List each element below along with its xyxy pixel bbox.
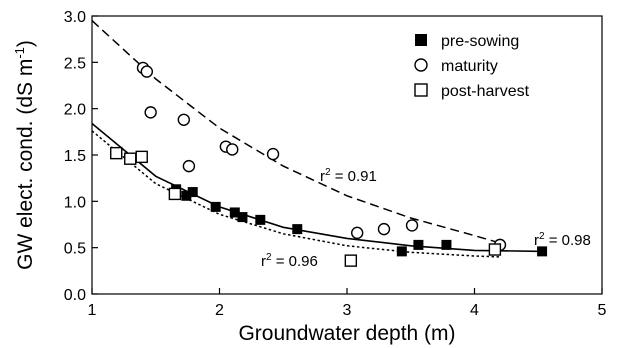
r2-annotations: r2 = 0.91 r2 = 0.96 r2 = 0.98 [261, 167, 591, 270]
data-point-maturity [405, 219, 419, 232]
data-point-pre-sowing [181, 190, 192, 201]
data-point-pre-sowing [441, 239, 452, 250]
data-point-maturity [140, 65, 154, 78]
legend-marker-post-harvest [414, 83, 428, 97]
fit-line-pre-sowing [91, 122, 545, 253]
data-point-maturity [177, 113, 191, 126]
data-point-pre-sowing [187, 187, 198, 198]
y-tick-label: 2.5 [64, 55, 86, 72]
y-tick-label: 0.0 [64, 287, 86, 304]
y-tick-label: 1.5 [64, 148, 86, 165]
fit-line-post-harvest [91, 130, 501, 258]
plot-area [91, 15, 603, 295]
data-point-pre-sowing [413, 239, 424, 250]
y-tick-label: 2.0 [64, 102, 86, 119]
legend-marker-pre-sowing [415, 34, 427, 46]
data-point-maturity [351, 226, 364, 240]
data-point-pre-sowing [292, 224, 303, 235]
x-tick-label: 1 [88, 302, 97, 319]
data-point-post-harvest [344, 254, 358, 267]
legend: pre-sowing maturity post-harvest [414, 33, 530, 100]
data-point-maturity [377, 222, 391, 236]
y-tick-label: 0.5 [64, 241, 86, 258]
data-point-maturity [144, 106, 157, 119]
x-tick-label: 3 [343, 302, 352, 319]
data-point-pre-sowing [255, 214, 266, 225]
data-point-post-harvest [488, 243, 502, 256]
data-points [110, 61, 548, 267]
data-point-post-harvest [110, 146, 123, 160]
r2-annotation-pre-sowing: r2 = 0.98 [534, 231, 591, 249]
y-tick-label: 3.0 [64, 9, 86, 26]
x-tick-label: 4 [470, 302, 479, 319]
legend-label-maturity: maturity [441, 58, 498, 75]
data-point-maturity [266, 147, 280, 161]
axis-ticks: 1 2 3 4 5 0.0 0.5 1.0 1.5 2.0 2.5 3.0 [64, 9, 607, 319]
data-point-pre-sowing [537, 246, 548, 257]
data-point-post-harvest [135, 150, 148, 164]
data-point-pre-sowing [237, 212, 248, 223]
data-point-post-harvest [124, 152, 137, 165]
x-axis-label: Groundwater depth (m) [238, 322, 455, 345]
data-point-maturity [182, 159, 196, 173]
r2-annotation-post-harvest: r2 = 0.96 [261, 252, 318, 270]
data-point-pre-sowing [396, 246, 407, 257]
fit-line-maturity [91, 20, 501, 244]
data-point-pre-sowing [210, 201, 221, 212]
legend-label-post-harvest: post-harvest [441, 83, 530, 100]
x-tick-label: 5 [598, 302, 607, 319]
x-tick-label: 2 [215, 302, 224, 319]
fit-curves [91, 20, 545, 258]
y-tick-label: 1.0 [64, 194, 86, 211]
data-point-pre-sowing [229, 207, 240, 218]
plot-frame [91, 15, 603, 295]
r2-annotation-maturity: r2 = 0.91 [320, 167, 377, 185]
data-point-maturity [226, 143, 239, 156]
data-point-post-harvest [168, 187, 182, 201]
legend-marker-maturity [414, 58, 428, 72]
legend-label-pre-sowing: pre-sowing [441, 33, 519, 50]
y-axis-label: GW elect. cond. (dS m-1) [12, 40, 37, 270]
